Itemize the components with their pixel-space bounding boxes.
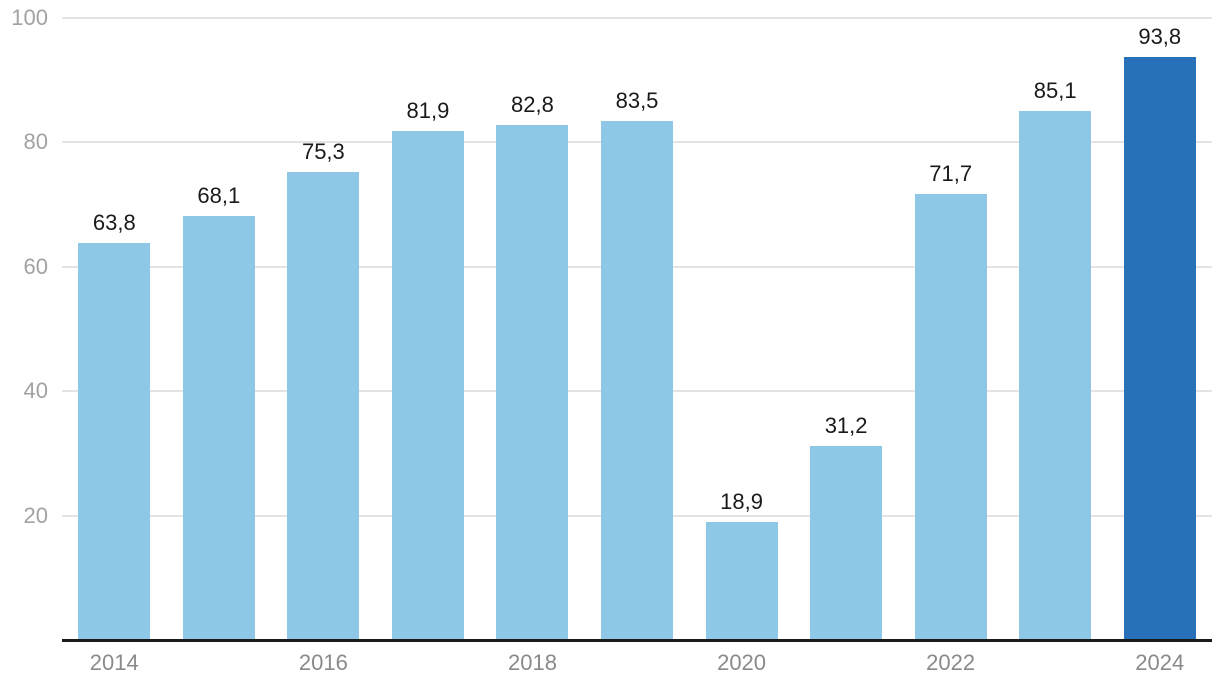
bar-value-label-2015: 68,1 xyxy=(197,183,241,209)
bar-slot-2021: 31,2 xyxy=(794,18,899,640)
bar-slot-2023: 85,1 xyxy=(1003,18,1108,640)
bar-value-label-2020: 18,9 xyxy=(720,489,763,515)
bar-slot-2020: 18,9 xyxy=(689,18,794,640)
bar-value-label-2019: 83,5 xyxy=(615,87,659,113)
bar-2024 xyxy=(1123,56,1196,640)
bar-2019 xyxy=(601,120,673,640)
bar-value-label-2016: 75,3 xyxy=(301,138,345,164)
x-axis-tick-labels: 2014 2016 2018 2020 2022 2024 xyxy=(62,650,1212,676)
bar-slot-2015: 68,1 xyxy=(167,18,272,640)
bar-2018 xyxy=(496,124,569,640)
bar-series: 63,8 68,1 75,3 81,9 82,8 83,5 18,9 31,2 71,7 85,1… xyxy=(62,18,1212,640)
bar-slot-2018: 82,8 xyxy=(480,18,585,640)
y-tick-label-100: 100 xyxy=(11,5,48,30)
bar-slot-2014: 63,8 xyxy=(62,18,167,640)
bar-2014 xyxy=(78,243,151,640)
bar-slot-2019: 83,5 xyxy=(585,18,690,640)
x-tick-spacer xyxy=(167,650,272,676)
bar-2022 xyxy=(914,194,987,640)
x-tick-label-2020: 2020 xyxy=(717,650,767,675)
bar-slot-2017: 81,9 xyxy=(376,18,481,640)
bar-slot-2016: 75,3 xyxy=(271,18,376,640)
x-tick-label-2022: 2022 xyxy=(926,650,976,675)
x-tick-label-2024: 2024 xyxy=(1135,650,1185,675)
x-axis-line xyxy=(62,639,1212,642)
x-tick-label-2014: 2014 xyxy=(89,650,139,675)
bar-2015 xyxy=(182,216,255,640)
bar-2016 xyxy=(287,171,360,640)
bar-slot-2022: 71,7 xyxy=(898,18,1003,640)
x-tick-spacer xyxy=(794,650,899,676)
bar-value-label-2024: 93,8 xyxy=(1138,23,1182,49)
y-tick-label-20: 20 xyxy=(23,502,48,528)
x-tick-label-2016: 2016 xyxy=(298,650,348,675)
bar-2023 xyxy=(1019,110,1092,640)
bar-value-label-2023: 85,1 xyxy=(1033,77,1077,103)
x-tick-spacer xyxy=(585,650,690,676)
y-tick-label-40: 40 xyxy=(23,378,48,404)
y-tick-label-80: 80 xyxy=(23,129,48,155)
bar-slot-2024: 93,8 xyxy=(1107,18,1212,640)
x-tick-label-2018: 2018 xyxy=(507,650,557,675)
bar-value-label-2014: 63,8 xyxy=(92,210,136,236)
bar-value-label-2018: 82,8 xyxy=(511,91,554,117)
plot-area: 63,8 68,1 75,3 81,9 82,8 83,5 18,9 31,2 71,7 85,1… xyxy=(62,17,1212,640)
bar-value-label-2017: 81,9 xyxy=(406,97,450,123)
x-tick-spacer xyxy=(1003,650,1108,676)
y-tick-label-60: 60 xyxy=(23,253,48,279)
bar-value-label-2022: 71,7 xyxy=(929,161,973,187)
x-tick-spacer xyxy=(376,650,481,676)
bar-2017 xyxy=(391,130,464,640)
bar-value-label-2021: 31,2 xyxy=(824,412,868,438)
bar-2020 xyxy=(705,522,778,640)
bar-2021 xyxy=(810,445,883,640)
